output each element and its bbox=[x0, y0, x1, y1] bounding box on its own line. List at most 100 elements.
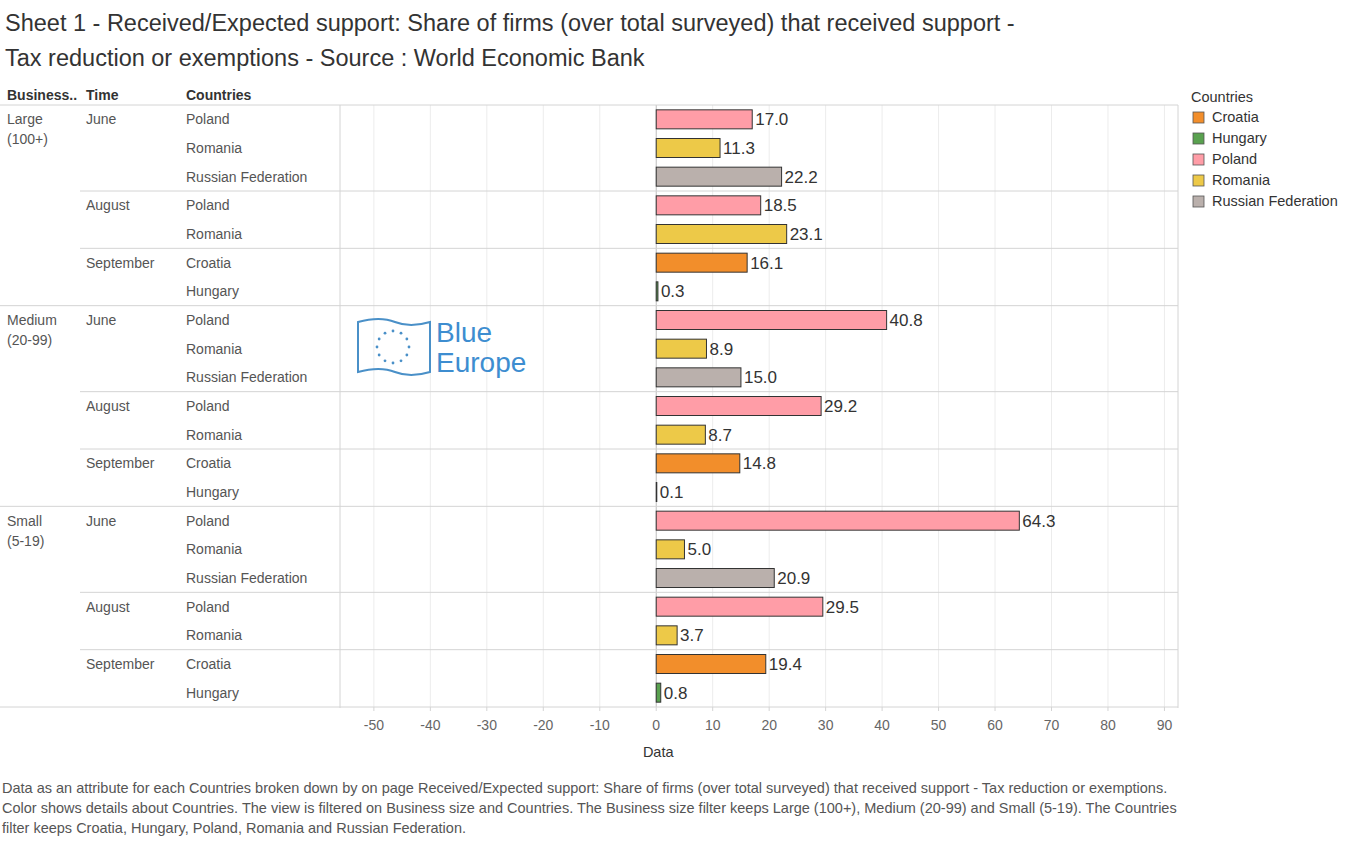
data-label: 18.5 bbox=[764, 196, 797, 215]
bar bbox=[656, 569, 774, 588]
data-label: 15.0 bbox=[744, 368, 777, 387]
bar bbox=[656, 139, 720, 158]
country-label: Romania bbox=[186, 541, 242, 557]
country-label: Croatia bbox=[186, 656, 231, 672]
tick-label: 90 bbox=[1157, 717, 1173, 733]
tick bbox=[995, 707, 996, 711]
legend: CountriesCroatiaHungaryPolandRomaniaRuss… bbox=[1191, 89, 1338, 209]
watermark-star bbox=[378, 338, 381, 341]
data-label: 8.7 bbox=[708, 426, 732, 445]
tick bbox=[882, 707, 883, 711]
country-label: Poland bbox=[186, 312, 230, 328]
tick-label: -30 bbox=[477, 717, 497, 733]
grid-line bbox=[486, 105, 487, 707]
country-label: Russian Federation bbox=[186, 570, 307, 586]
country-label: Romania bbox=[186, 226, 242, 242]
data-label: 19.4 bbox=[769, 655, 802, 674]
country-label: Poland bbox=[186, 599, 230, 615]
data-label: 14.8 bbox=[743, 454, 776, 473]
plot-left-edge bbox=[340, 105, 341, 708]
data-label: 22.2 bbox=[785, 168, 818, 187]
header-separator bbox=[0, 105, 1178, 106]
group-label-line: (20-99) bbox=[7, 332, 52, 348]
watermark-star bbox=[376, 346, 379, 349]
time-separator bbox=[80, 191, 1178, 192]
time-label: August bbox=[86, 398, 130, 414]
tick-label: 70 bbox=[1044, 717, 1060, 733]
group-separator bbox=[0, 506, 1178, 507]
tick-label: -20 bbox=[533, 717, 553, 733]
tick bbox=[769, 707, 770, 711]
time-label: August bbox=[86, 599, 130, 615]
watermark-star bbox=[408, 346, 411, 349]
bar bbox=[656, 425, 705, 444]
watermark-star bbox=[384, 332, 387, 335]
grid-line bbox=[430, 105, 431, 707]
grid-line bbox=[599, 105, 600, 707]
time-label: June bbox=[86, 513, 117, 529]
group-label-line: (5-19) bbox=[7, 533, 44, 549]
bar bbox=[656, 225, 786, 244]
country-label: Poland bbox=[186, 197, 230, 213]
tick-label: 50 bbox=[931, 717, 947, 733]
group-label: Medium (20-99) bbox=[7, 312, 57, 348]
legend-swatch bbox=[1193, 196, 1204, 207]
watermark-star bbox=[400, 332, 403, 335]
country-label: Hungary bbox=[186, 283, 239, 299]
grid-line bbox=[1107, 105, 1108, 707]
bar bbox=[656, 282, 658, 301]
data-label: 64.3 bbox=[1022, 512, 1055, 531]
data-label: 3.7 bbox=[680, 626, 704, 645]
country-label: Romania bbox=[186, 627, 242, 643]
tick bbox=[486, 707, 487, 711]
grid-line bbox=[1051, 105, 1052, 707]
bar bbox=[656, 110, 752, 129]
tick-label: -40 bbox=[420, 717, 440, 733]
grid-line bbox=[882, 105, 883, 707]
time-label: June bbox=[86, 111, 117, 127]
watermark-star bbox=[392, 330, 395, 333]
group-label-line: Large bbox=[7, 111, 43, 127]
country-label: Russian Federation bbox=[186, 369, 307, 385]
group-label: Small(5-19) bbox=[7, 513, 44, 549]
caption: Data as an attribute for each Countries … bbox=[2, 778, 1187, 838]
chart: Sheet 1 - Received/Expected support: Sha… bbox=[0, 0, 1354, 842]
tick bbox=[599, 707, 600, 711]
tick-label: 20 bbox=[761, 717, 777, 733]
bar bbox=[656, 683, 661, 702]
legend-label: Romania bbox=[1212, 172, 1271, 188]
grid-line bbox=[995, 105, 996, 707]
labels: Large(100+)JunePoland17.0Romania11.3Russ… bbox=[7, 110, 1055, 702]
group-label-line: Medium bbox=[7, 312, 57, 328]
tick-label: 30 bbox=[818, 717, 834, 733]
data-label: 5.0 bbox=[687, 540, 711, 559]
bar bbox=[656, 454, 740, 473]
legend-swatch bbox=[1193, 175, 1204, 186]
grid-line bbox=[373, 105, 374, 707]
country-label: Poland bbox=[186, 111, 230, 127]
bar bbox=[656, 311, 886, 330]
data-label: 16.1 bbox=[750, 254, 783, 273]
watermark-star bbox=[392, 362, 395, 365]
data-label: 8.9 bbox=[709, 340, 733, 359]
header-label: Countries bbox=[186, 87, 252, 103]
tick bbox=[938, 707, 939, 711]
tick bbox=[825, 707, 826, 711]
title-line: Tax reduction or exemptions - Source : W… bbox=[5, 45, 645, 71]
legend-swatch bbox=[1193, 133, 1204, 144]
bar bbox=[656, 253, 747, 272]
time-label: June bbox=[86, 312, 117, 328]
tick bbox=[373, 707, 374, 711]
legend-label: Hungary bbox=[1212, 130, 1268, 146]
tick bbox=[1051, 707, 1052, 711]
watermark: BlueEurope bbox=[358, 317, 526, 378]
country-label: Poland bbox=[186, 513, 230, 529]
group-label-line: (100+) bbox=[7, 131, 48, 147]
time-label: September bbox=[86, 455, 155, 471]
data-label: 0.3 bbox=[661, 282, 685, 301]
country-label: Croatia bbox=[186, 455, 231, 471]
tick bbox=[430, 707, 431, 711]
bar bbox=[656, 483, 658, 502]
grid bbox=[374, 105, 1165, 707]
watermark-star bbox=[378, 354, 381, 357]
